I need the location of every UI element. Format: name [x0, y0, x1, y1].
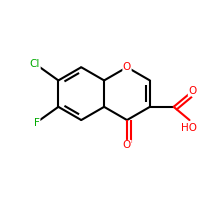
Text: F: F: [34, 118, 40, 128]
Text: HO: HO: [181, 123, 197, 133]
Text: O: O: [188, 86, 197, 96]
Text: O: O: [123, 140, 131, 150]
Text: Cl: Cl: [30, 59, 40, 69]
Text: O: O: [123, 62, 131, 72]
